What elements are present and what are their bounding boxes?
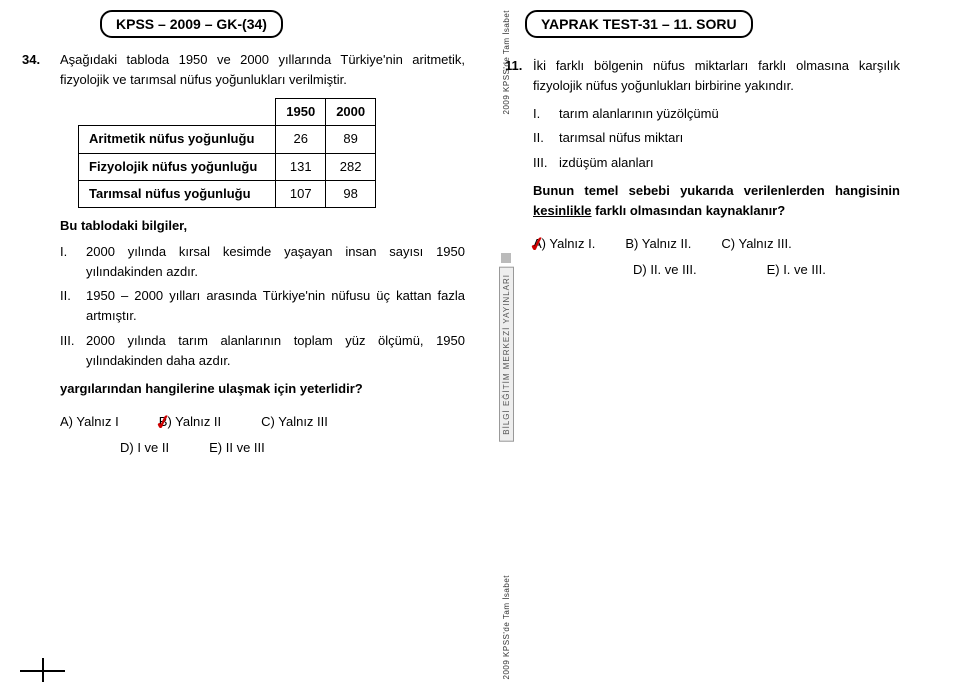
q34-intro: Aşağıdaki tabloda 1950 ve 2000 yıllarınd… xyxy=(60,50,465,90)
q11-options: ✓ A) Yalnız I. B) Yalnız II. C) Yalnız I… xyxy=(533,231,900,283)
center-divider: 2009 KPSS'de Tam İsabet BİLGİ EĞİTİM MER… xyxy=(492,0,520,690)
r-opt-d: D) II. ve III. xyxy=(633,257,697,283)
r-stmt-i: I. tarım alanlarının yüzölçümü xyxy=(533,104,900,124)
r-opt-c: C) Yalnız III. xyxy=(721,231,791,257)
q34-lead2: Bu tablodaki bilgiler, xyxy=(60,216,465,236)
stmt-i: I. 2000 yılında kırsal kesimde yaşayan i… xyxy=(60,242,465,282)
r-stmt-ii: II. tarımsal nüfus miktarı xyxy=(533,128,900,148)
r-stmt-iii: III. izdüşüm alanları xyxy=(533,153,900,173)
opt-e: E) II ve III xyxy=(209,435,265,461)
table-row: Tarımsal nüfus yoğunluğu 107 98 xyxy=(79,180,376,207)
q34-table: 1950 2000 Aritmetik nüfus yoğunluğu 26 8… xyxy=(78,98,376,208)
table-row: Fizyolojik nüfus yoğunluğu 131 282 xyxy=(79,153,376,180)
stmt-ii: II. 1950 – 2000 yılları arasında Türkiye… xyxy=(60,286,465,326)
q11-ask: Bunun temel sebebi yukarıda verilenlerde… xyxy=(533,181,900,221)
q34-ask: yargılarından hangilerine ulaşmak için y… xyxy=(60,379,465,399)
publisher-label: BİLGİ EĞİTİM MERKEZİ YAYINLARI xyxy=(499,267,514,442)
divider-bot-text: 2009 KPSS'de Tam İsabet xyxy=(502,575,511,680)
opt-d: D) I ve II xyxy=(120,435,169,461)
opt-a: A) Yalnız I xyxy=(60,409,119,435)
stmt-iii: III. 2000 yılında tarım alanlarının topl… xyxy=(60,331,465,371)
col-2000: 2000 xyxy=(326,99,376,126)
r-opt-e: E) I. ve III. xyxy=(767,257,826,283)
q11-intro: İki farklı bölgenin nüfus miktarları far… xyxy=(533,56,900,96)
publisher-dot-icon xyxy=(501,253,511,263)
divider-top-text: 2009 KPSS'de Tam İsabet xyxy=(502,10,511,115)
opt-b: ✓ B) Yalnız II xyxy=(159,409,221,435)
q34-block: 34. Aşağıdaki tabloda 1950 ve 2000 yılla… xyxy=(60,50,465,461)
right-header: YAPRAK TEST-31 – 11. SORU xyxy=(525,10,753,38)
col-1950: 1950 xyxy=(276,99,326,126)
left-header: KPSS – 2009 – GK-(34) xyxy=(100,10,283,38)
q34-number: 34. xyxy=(22,50,40,70)
opt-c: C) Yalnız III xyxy=(261,409,328,435)
page-crop-mark xyxy=(20,670,70,672)
q11-block: 11. İki farklı bölgenin nüfus miktarları… xyxy=(505,56,900,283)
table-row: Aritmetik nüfus yoğunluğu 26 89 xyxy=(79,126,376,153)
q34-options: A) Yalnız I ✓ B) Yalnız II C) Yalnız III… xyxy=(60,409,465,461)
r-opt-b: B) Yalnız II. xyxy=(625,231,691,257)
r-opt-a: ✓ A) Yalnız I. xyxy=(533,231,595,257)
